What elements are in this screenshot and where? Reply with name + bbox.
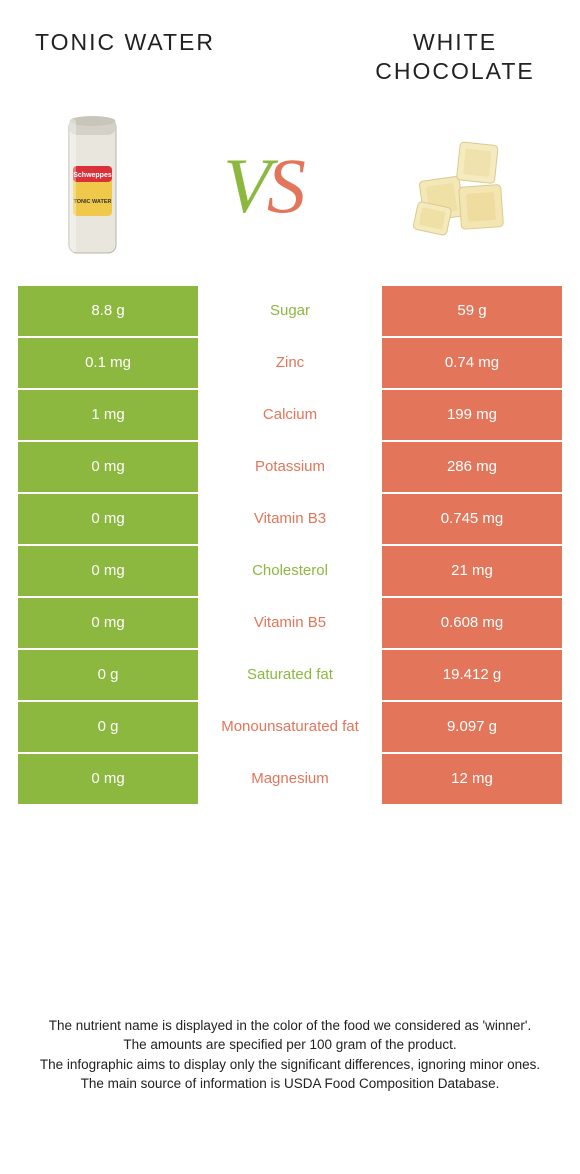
nutrient-table: 8.8 gSugar59 g0.1 mgZinc0.74 mg1 mgCalci… [0, 286, 580, 804]
right-value: 286 mg [382, 442, 562, 492]
right-title: White chocolate [360, 28, 550, 86]
nutrient-label: Zinc [198, 338, 382, 388]
table-row: 0.1 mgZinc0.74 mg [18, 338, 562, 388]
vs-v: V [223, 142, 267, 229]
footer-line: The nutrient name is displayed in the co… [28, 1016, 552, 1036]
table-row: 0 mgCholesterol21 mg [18, 546, 562, 596]
footer-line: The amounts are specified per 100 gram o… [28, 1035, 552, 1055]
vs-s: S [267, 142, 302, 229]
svg-text:TONIC WATER: TONIC WATER [74, 199, 112, 205]
nutrient-label: Vitamin B5 [198, 598, 382, 648]
table-row: 0 mgVitamin B30.745 mg [18, 494, 562, 544]
nutrient-label: Magnesium [198, 754, 382, 804]
nutrient-label: Monounsaturated fat [198, 702, 382, 752]
left-value: 0 mg [18, 442, 198, 492]
table-row: 0 mgMagnesium12 mg [18, 754, 562, 804]
nutrient-label: Calcium [198, 390, 382, 440]
table-row: 0 mgVitamin B50.608 mg [18, 598, 562, 648]
right-value: 0.745 mg [382, 494, 562, 544]
left-value: 0 g [18, 702, 198, 752]
right-value: 0.74 mg [382, 338, 562, 388]
hero-row: Schweppes TONIC WATER VS [0, 96, 580, 286]
left-value: 0 mg [18, 598, 198, 648]
nutrient-label: Vitamin B3 [198, 494, 382, 544]
table-row: 0 mgPotassium286 mg [18, 442, 562, 492]
left-value: 8.8 g [18, 286, 198, 336]
right-value: 12 mg [382, 754, 562, 804]
right-value: 21 mg [382, 546, 562, 596]
left-value: 0.1 mg [18, 338, 198, 388]
table-row: 0 gMonounsaturated fat9.097 g [18, 702, 562, 752]
footer-line: The main source of information is USDA F… [28, 1074, 552, 1094]
footer-notes: The nutrient name is displayed in the co… [0, 1016, 580, 1094]
right-value: 19.412 g [382, 650, 562, 700]
vs-label: VS [223, 141, 302, 231]
left-title: Tonic water [30, 28, 220, 86]
right-value: 0.608 mg [382, 598, 562, 648]
right-value: 199 mg [382, 390, 562, 440]
left-value: 0 mg [18, 754, 198, 804]
left-value: 0 g [18, 650, 198, 700]
tonic-water-icon: Schweppes TONIC WATER [55, 111, 130, 261]
nutrient-label: Saturated fat [198, 650, 382, 700]
table-row: 8.8 gSugar59 g [18, 286, 562, 336]
left-value: 0 mg [18, 494, 198, 544]
right-value: 9.097 g [382, 702, 562, 752]
header: Tonic water White chocolate [0, 0, 580, 96]
table-row: 1 mgCalcium199 mg [18, 390, 562, 440]
left-value: 0 mg [18, 546, 198, 596]
right-value: 59 g [382, 286, 562, 336]
nutrient-label: Potassium [198, 442, 382, 492]
footer-line: The infographic aims to display only the… [28, 1055, 552, 1075]
table-row: 0 gSaturated fat19.412 g [18, 650, 562, 700]
nutrient-label: Cholesterol [198, 546, 382, 596]
svg-text:Schweppes: Schweppes [73, 172, 112, 179]
left-value: 1 mg [18, 390, 198, 440]
white-chocolate-icon [395, 126, 525, 246]
nutrient-label: Sugar [198, 286, 382, 336]
